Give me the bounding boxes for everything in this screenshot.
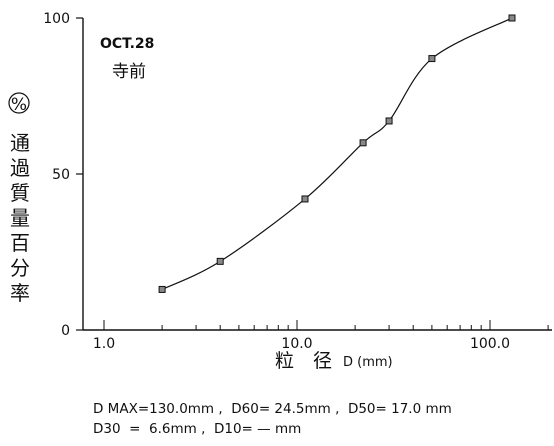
y-axis-label: 通過質量百分率 bbox=[10, 131, 30, 305]
axis-ticks: 0 50 100 1.0 10.0 100.0 bbox=[43, 11, 549, 352]
data-point bbox=[158, 285, 166, 293]
stats-line-1: D MAX=130.0mm , D60= 24.5mm , D50= 17.0 … bbox=[93, 401, 452, 417]
sample-date: OCT.28 bbox=[100, 36, 154, 52]
x-axis-label: 粒 径 bbox=[275, 350, 332, 372]
axes bbox=[82, 18, 552, 331]
y-tick-label: 0 bbox=[61, 323, 70, 339]
y-axis-title: % 通過質量百分率 bbox=[8, 92, 30, 305]
x-tick-label: 100.0 bbox=[470, 336, 510, 352]
x-tick-label: 10.0 bbox=[281, 336, 312, 352]
x-tick-label: 1.0 bbox=[93, 336, 115, 352]
data-point bbox=[385, 117, 393, 125]
sample-location: 寺前 bbox=[112, 62, 146, 82]
x-axis-unit: D (mm) bbox=[343, 355, 393, 370]
data-point bbox=[359, 139, 367, 147]
y-axis-unit: % bbox=[11, 95, 27, 115]
data-markers bbox=[158, 14, 516, 293]
stats-line-2: D30 = 6.6mm , D10= — mm bbox=[93, 421, 302, 437]
data-point bbox=[301, 195, 309, 203]
y-tick-label: 100 bbox=[43, 11, 70, 27]
distribution-curve bbox=[161, 17, 513, 290]
data-point bbox=[428, 55, 436, 63]
y-tick-label: 50 bbox=[52, 167, 70, 183]
data-point bbox=[216, 257, 224, 265]
data-point bbox=[508, 14, 516, 22]
